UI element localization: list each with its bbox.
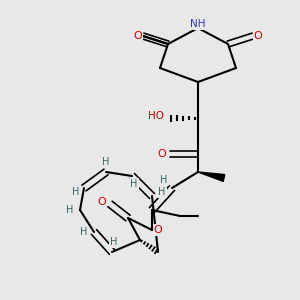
Text: O: O	[158, 149, 166, 159]
Text: H: H	[102, 157, 110, 167]
Text: H: H	[160, 175, 168, 185]
Text: O: O	[98, 197, 106, 207]
Text: H: H	[66, 205, 74, 215]
Polygon shape	[198, 172, 225, 182]
Text: H: H	[72, 187, 80, 197]
Text: O: O	[134, 31, 142, 41]
Text: H: H	[158, 187, 166, 197]
Text: NH: NH	[190, 19, 206, 29]
Text: HO: HO	[148, 111, 164, 121]
Text: O: O	[254, 31, 262, 41]
Text: H: H	[130, 179, 138, 189]
Text: O: O	[154, 225, 162, 235]
Text: H: H	[110, 237, 118, 247]
Text: H: H	[80, 227, 88, 237]
